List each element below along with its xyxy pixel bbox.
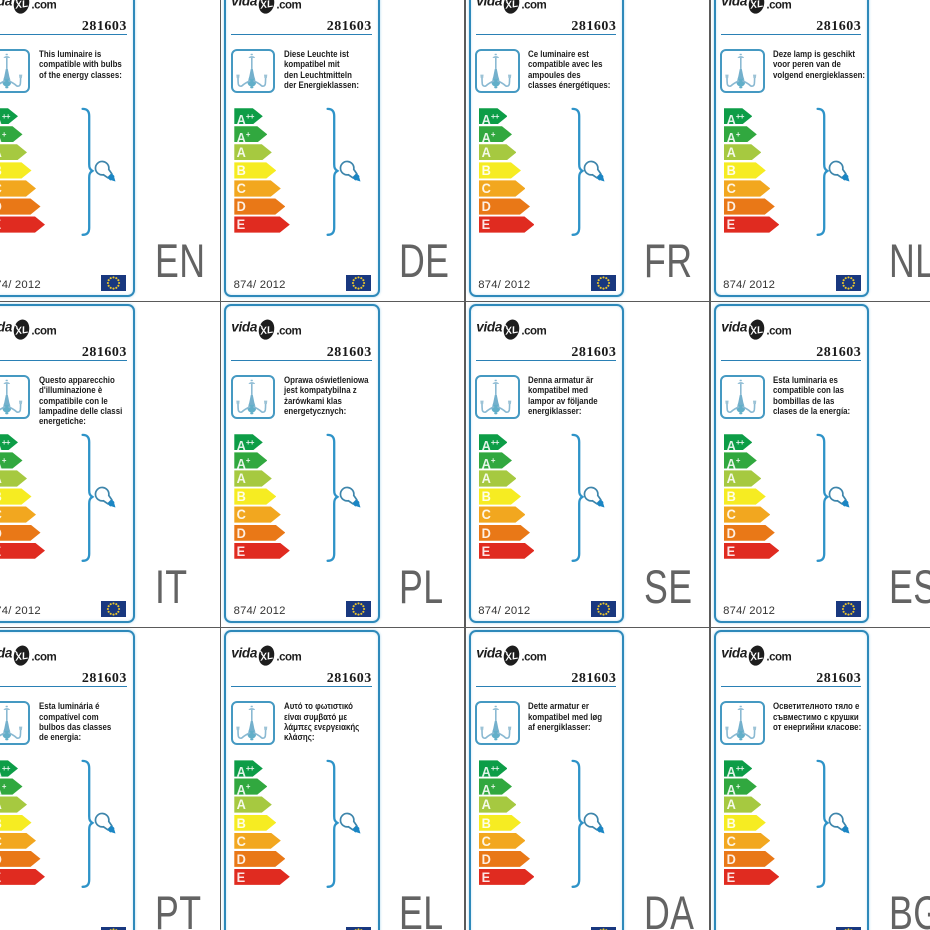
- svg-text:vida: vida: [231, 645, 258, 660]
- svg-text:vida: vida: [0, 645, 13, 660]
- svg-text:vida: vida: [231, 319, 258, 334]
- svg-text:XL: XL: [503, 650, 518, 663]
- svg-text:.com: .com: [766, 0, 791, 11]
- svg-text:.com: .com: [521, 651, 546, 663]
- svg-text:XL: XL: [14, 650, 29, 663]
- svg-text:vida: vida: [721, 0, 748, 8]
- svg-text:XL: XL: [14, 324, 29, 337]
- svg-text:XL: XL: [503, 324, 518, 337]
- svg-text:XL: XL: [259, 650, 274, 663]
- svg-text:XL: XL: [259, 0, 274, 11]
- svg-text:vida: vida: [0, 0, 13, 8]
- svg-text:vida: vida: [476, 0, 503, 8]
- svg-text:XL: XL: [748, 0, 763, 11]
- svg-text:vida: vida: [721, 319, 748, 334]
- svg-text:.com: .com: [521, 325, 546, 337]
- svg-text:vida: vida: [231, 0, 258, 8]
- svg-text:.com: .com: [276, 325, 301, 337]
- svg-text:XL: XL: [748, 650, 763, 663]
- svg-text:vida: vida: [721, 645, 748, 660]
- svg-text:XL: XL: [259, 324, 274, 337]
- svg-text:vida: vida: [476, 645, 503, 660]
- svg-text:XL: XL: [748, 324, 763, 337]
- svg-text:.com: .com: [32, 651, 57, 663]
- svg-text:vida: vida: [476, 319, 503, 334]
- svg-text:.com: .com: [521, 0, 546, 11]
- svg-text:vida: vida: [0, 319, 13, 334]
- svg-text:.com: .com: [32, 0, 57, 11]
- svg-text:.com: .com: [766, 325, 791, 337]
- svg-text:XL: XL: [14, 0, 29, 11]
- svg-text:.com: .com: [766, 651, 791, 663]
- svg-text:.com: .com: [276, 0, 301, 11]
- svg-text:.com: .com: [32, 325, 57, 337]
- svg-text:XL: XL: [503, 0, 518, 11]
- svg-text:.com: .com: [276, 651, 301, 663]
